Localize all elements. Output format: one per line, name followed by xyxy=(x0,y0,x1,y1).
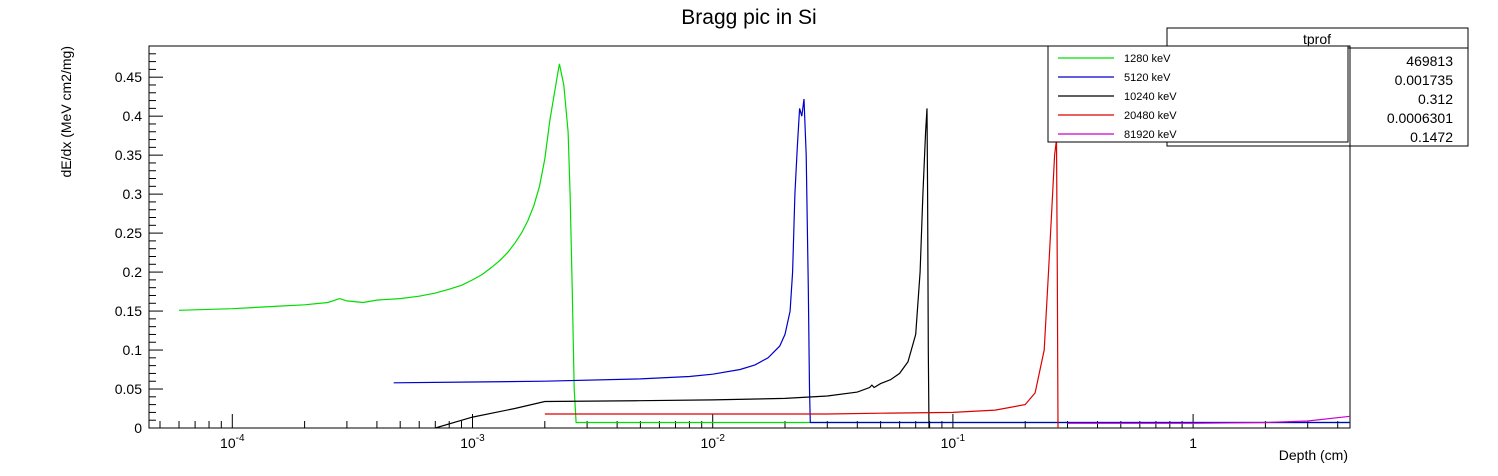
x-axis-label: Depth (cm) xyxy=(1279,447,1348,463)
y-tick-label: 0.05 xyxy=(115,381,142,397)
series-line-1 xyxy=(393,98,1350,424)
stats-value: 0.001735 xyxy=(1395,72,1454,88)
series-line-4 xyxy=(1067,415,1350,424)
series-group xyxy=(178,63,1350,428)
x-tick-label: 10-3 xyxy=(460,433,485,451)
y-axis-label: dE/dx (MeV cm2/mg) xyxy=(58,46,74,177)
legend-entry-label: 1280 keV xyxy=(1124,53,1171,65)
x-axis: 10-4 10-3 10-2 10-1 1 xyxy=(159,414,1339,451)
stats-value: 0.312 xyxy=(1418,91,1453,107)
y-tick-label: 0.15 xyxy=(115,303,142,319)
legend-entry-label: 81920 keV xyxy=(1124,129,1177,141)
x-tick-label: 10-1 xyxy=(941,433,966,451)
y-tick-label: 0.1 xyxy=(123,342,143,358)
x-tick-label: 1 xyxy=(1189,435,1197,451)
y-tick-label: 0.4 xyxy=(123,108,143,124)
y-tick-label: 0.3 xyxy=(123,186,143,202)
legend: 1280 keV 5120 keV 10240 keV 20480 keV 81920 … xyxy=(1047,45,1349,143)
chart-title: Bragg pic in Si xyxy=(681,6,816,29)
y-tick-label: 0 xyxy=(134,420,142,436)
plot-area xyxy=(148,45,1351,429)
stats-value: 0.0006301 xyxy=(1387,110,1453,126)
y-axis: 0 0.05 0.1 0.15 0.2 0.25 0.3 0.35 0.4 0.45 xyxy=(115,45,163,436)
legend-entry-label: 10240 keV xyxy=(1124,91,1177,103)
y-tick-label: 0.45 xyxy=(115,69,142,85)
legend-entry-label: 5120 keV xyxy=(1124,72,1171,84)
x-tick-label: 10-2 xyxy=(700,433,725,451)
legend-entry-label: 20480 keV xyxy=(1124,110,1177,122)
x-tick-label: 10-4 xyxy=(220,433,245,451)
series-line-3 xyxy=(544,139,1059,428)
y-tick-label: 0.2 xyxy=(123,264,143,280)
y-tick-label: 0.25 xyxy=(115,225,142,241)
stats-value: 0.1472 xyxy=(1410,129,1453,145)
series-line-2 xyxy=(435,108,930,428)
series-line-0 xyxy=(178,63,1350,424)
stats-value: 469813 xyxy=(1406,53,1453,69)
y-tick-label: 0.35 xyxy=(115,147,142,163)
stats-box-title: tprof xyxy=(1303,31,1331,47)
